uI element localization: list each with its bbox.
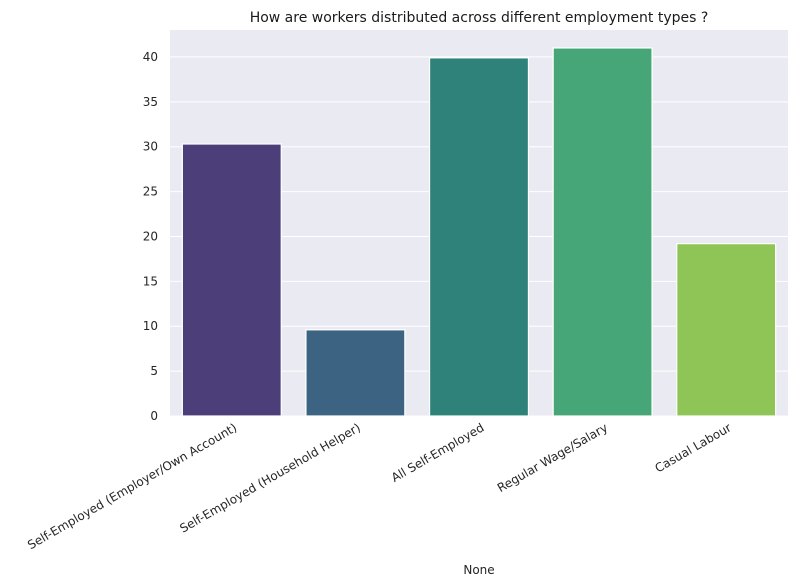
bars — [181, 47, 777, 417]
y-tick-label: 35 — [143, 95, 158, 109]
x-axis-label: None — [463, 563, 494, 577]
x-tick-label: All Self-Employed — [389, 420, 487, 484]
y-tick-label: 20 — [143, 229, 158, 243]
bar — [181, 143, 282, 417]
y-tick-label: 0 — [150, 409, 158, 423]
y-tick-label: 40 — [143, 50, 158, 64]
y-tick-label: 30 — [143, 140, 158, 154]
x-tick-label: Self-Employed (Employer/Own Account) — [25, 420, 239, 552]
y-tick-label: 5 — [150, 364, 158, 378]
y-tick-label: 15 — [143, 274, 158, 288]
y-tick-label: 10 — [143, 319, 158, 333]
x-axis-ticks: Self-Employed (Employer/Own Account)Self… — [25, 420, 734, 552]
bar — [305, 329, 406, 417]
bar — [428, 57, 530, 417]
chart-title: How are workers distributed across diffe… — [250, 10, 709, 26]
y-axis-ticks: 0 5 10 15 20 25 30 35 40 — [143, 50, 158, 423]
x-tick-label: Casual Labour — [653, 420, 734, 475]
bar — [676, 243, 777, 417]
x-tick-label: Regular Wage/Salary — [495, 420, 610, 495]
bar — [552, 47, 653, 417]
y-tick-label: 25 — [143, 185, 158, 199]
